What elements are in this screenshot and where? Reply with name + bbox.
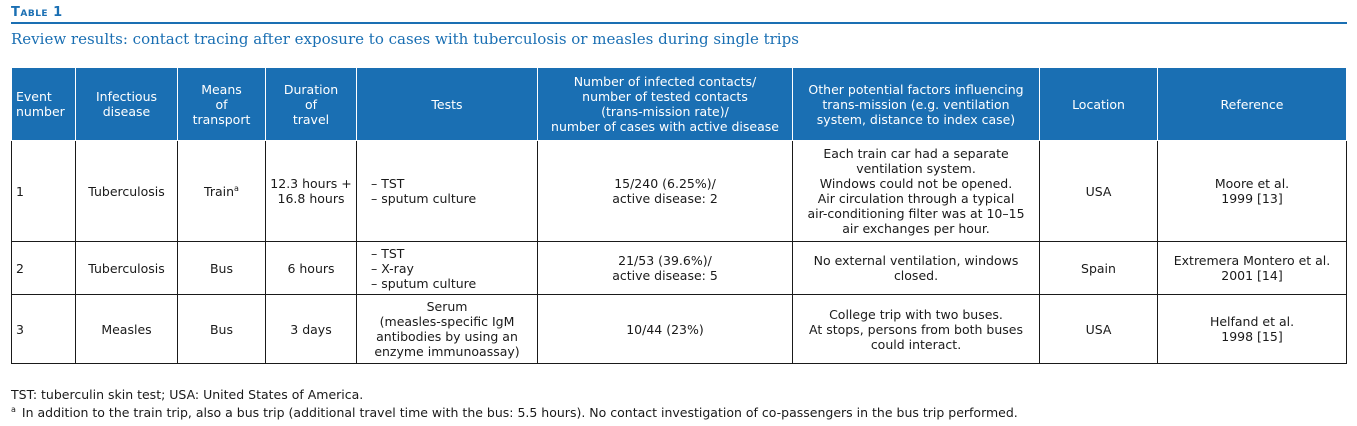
factors-cell: Each train car had a separate ventilation… (792, 140, 1040, 242)
event-number-cell: 1 (11, 140, 76, 242)
factors-cell: No external ventilation, windows closed. (792, 241, 1040, 295)
review-results-table: Event number Infectious disease Means of tra… (11, 67, 1347, 364)
train-footnote: a In addition to the train trip, also a b… (11, 405, 1018, 421)
transport-cell: Traina (177, 140, 266, 242)
tests-cell: – TST – X-ray – sputum culture (356, 241, 538, 295)
duration-cell: 3 days (265, 294, 357, 364)
duration-cell: 6 hours (265, 241, 357, 295)
header-tests: Tests (356, 67, 538, 141)
header-infectious-disease: Infectious disease (75, 67, 178, 141)
footnote-mark: a (234, 183, 239, 193)
duration-cell: 12.3 hours +16.8 hours (265, 140, 357, 242)
event-number-cell: 2 (11, 241, 76, 295)
header-infected-contacts: Number of infected contacts/number of te… (537, 67, 793, 141)
header-reference: Reference (1157, 67, 1347, 141)
event-number-cell: 3 (11, 294, 76, 364)
tests-cell: Serum (measles-specific IgM antibodies by … (356, 294, 538, 364)
table-row: 2 Tuberculosis Bus 6 hours – TST – X-ray –… (11, 241, 1347, 295)
header-location: Location (1039, 67, 1158, 141)
reference-cell: Extremera Montero et al. 2001 [14] (1157, 241, 1347, 295)
tests-cell: – TST – sputum culture (356, 140, 538, 242)
location-cell: USA (1039, 140, 1158, 242)
table-caption: Review results: contact tracing after ex… (11, 30, 799, 48)
table-row: 3 Measles Bus 3 days Serum (measles-speci… (11, 294, 1347, 364)
infected-contacts-cell: 21/53 (39.6%)/active disease: 5 (537, 241, 793, 295)
footnote-mark: a (11, 405, 16, 414)
table-label: Table 1 (11, 5, 63, 20)
header-other-factors: Other potential factors influencing trans… (792, 67, 1040, 141)
table-row: 1 Tuberculosis Traina 12.3 hours +16.8 h… (11, 140, 1347, 242)
header-duration-of-travel: Duration of travel (265, 67, 357, 141)
abbreviations-footnote: TST: tuberculin skin test; USA: United S… (11, 387, 364, 402)
header-means-of-transport: Means of transport (177, 67, 266, 141)
title-rule (11, 22, 1347, 24)
location-cell: USA (1039, 294, 1158, 364)
factors-cell: College trip with two buses. At stops, pe… (792, 294, 1040, 364)
reference-cell: Helfand et al. 1998 [15] (1157, 294, 1347, 364)
header-event-number: Event number (11, 67, 76, 141)
header-row: Event number Infectious disease Means of tra… (11, 67, 1347, 141)
infected-contacts-cell: 15/240 (6.25%)/active disease: 2 (537, 140, 793, 242)
infected-contacts-cell: 10/44 (23%) (537, 294, 793, 364)
disease-cell: Tuberculosis (75, 241, 178, 295)
reference-cell: Moore et al. 1999 [13] (1157, 140, 1347, 242)
disease-cell: Tuberculosis (75, 140, 178, 242)
transport-cell: Bus (177, 241, 266, 295)
transport-cell: Bus (177, 294, 266, 364)
disease-cell: Measles (75, 294, 178, 364)
location-cell: Spain (1039, 241, 1158, 295)
